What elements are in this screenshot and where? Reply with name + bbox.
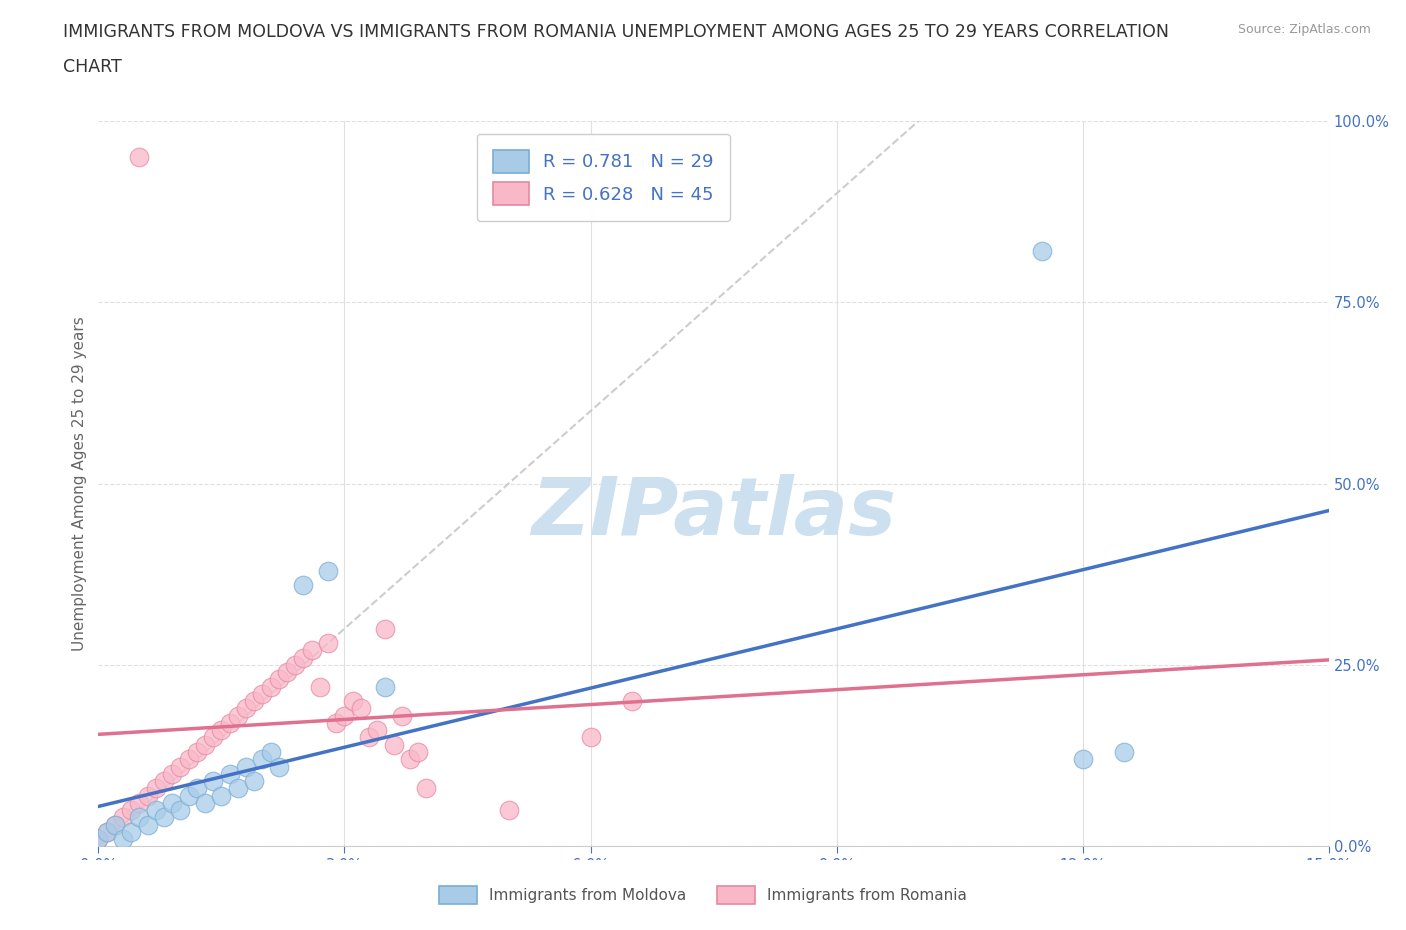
Point [408, 745, 430, 760]
Point [87, 831, 110, 846]
Point [153, 810, 176, 825]
Point [211, 723, 233, 737]
Point [374, 621, 396, 636]
Point [399, 751, 422, 766]
Point [145, 781, 167, 796]
Point [292, 650, 315, 665]
Point [498, 803, 520, 817]
Point [260, 745, 283, 760]
Text: ZIPatlas: ZIPatlas [531, 473, 896, 551]
Point [136, 788, 159, 803]
Point [169, 759, 191, 774]
Point [177, 788, 200, 803]
Point [333, 709, 356, 724]
Point [359, 730, 381, 745]
Text: IMMIGRANTS FROM MOLDOVA VS IMMIGRANTS FROM ROMANIA UNEMPLOYMENT AMONG AGES 25 TO: IMMIGRANTS FROM MOLDOVA VS IMMIGRANTS FR… [63, 23, 1170, 41]
Point [153, 774, 176, 789]
Point [284, 658, 307, 672]
Point [186, 745, 208, 760]
Point [1031, 244, 1053, 259]
Point [186, 781, 208, 796]
Point [252, 751, 274, 766]
Point [202, 774, 225, 789]
Point [218, 766, 240, 781]
Point [235, 759, 257, 774]
Point [243, 774, 266, 789]
Point [194, 737, 217, 752]
Point [579, 730, 602, 745]
Point [128, 150, 150, 165]
Point [169, 803, 191, 817]
Point [128, 810, 150, 825]
Point [145, 803, 167, 817]
Point [194, 795, 217, 810]
Point [260, 679, 283, 694]
Point [120, 824, 142, 839]
Point [342, 694, 364, 709]
Point [391, 709, 413, 724]
Point [292, 578, 315, 592]
Point [104, 817, 127, 832]
Point [316, 564, 339, 578]
Point [87, 831, 110, 846]
Point [350, 701, 373, 716]
Point [267, 672, 290, 687]
Point [96, 824, 118, 839]
Y-axis label: Unemployment Among Ages 25 to 29 years: Unemployment Among Ages 25 to 29 years [72, 316, 87, 651]
Point [211, 788, 233, 803]
Text: Source: ZipAtlas.com: Source: ZipAtlas.com [1237, 23, 1371, 36]
Point [1071, 751, 1094, 766]
Point [620, 694, 643, 709]
Point [301, 643, 323, 658]
Point [202, 730, 225, 745]
Point [128, 795, 150, 810]
Point [162, 795, 184, 810]
Point [316, 636, 339, 651]
Point [252, 686, 274, 701]
Point [325, 715, 347, 730]
Point [218, 715, 240, 730]
Point [112, 831, 135, 846]
Text: CHART: CHART [63, 58, 122, 75]
Legend: R = 0.781   N = 29, R = 0.628   N = 45: R = 0.781 N = 29, R = 0.628 N = 45 [477, 134, 730, 221]
Point [415, 781, 437, 796]
Point [276, 665, 298, 680]
Point [104, 817, 127, 832]
Point [177, 751, 200, 766]
Legend: Immigrants from Moldova, Immigrants from Romania: Immigrants from Moldova, Immigrants from… [433, 880, 973, 910]
Point [226, 709, 249, 724]
Point [267, 759, 290, 774]
Point [309, 679, 332, 694]
Point [382, 737, 405, 752]
Point [243, 694, 266, 709]
Point [366, 723, 388, 737]
Point [120, 803, 142, 817]
Point [112, 810, 135, 825]
Point [235, 701, 257, 716]
Point [226, 781, 249, 796]
Point [374, 679, 396, 694]
Point [96, 824, 118, 839]
Point [1112, 745, 1135, 760]
Point [136, 817, 159, 832]
Point [162, 766, 184, 781]
